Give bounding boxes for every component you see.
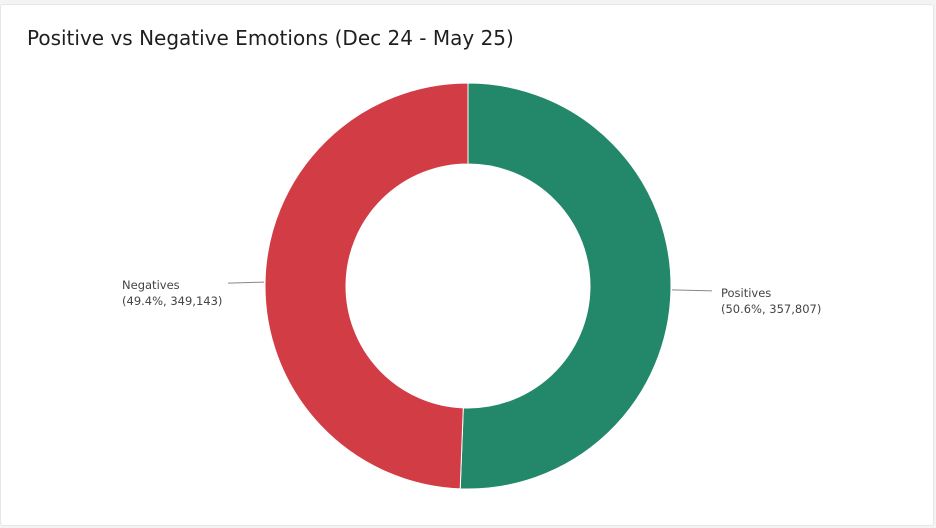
donut-slice bbox=[459, 82, 672, 490]
slice-value-label: (50.6%, 357,807) bbox=[721, 302, 821, 316]
chart-title: Positive vs Negative Emotions (Dec 24 - … bbox=[27, 26, 514, 50]
donut-slice bbox=[264, 82, 469, 490]
label-connector bbox=[228, 281, 265, 284]
slice-value-label: (49.4%, 349,143) bbox=[122, 294, 222, 308]
slice-label: Negatives bbox=[122, 278, 180, 292]
label-connector bbox=[671, 289, 712, 292]
slice-label: Positives bbox=[721, 286, 771, 300]
